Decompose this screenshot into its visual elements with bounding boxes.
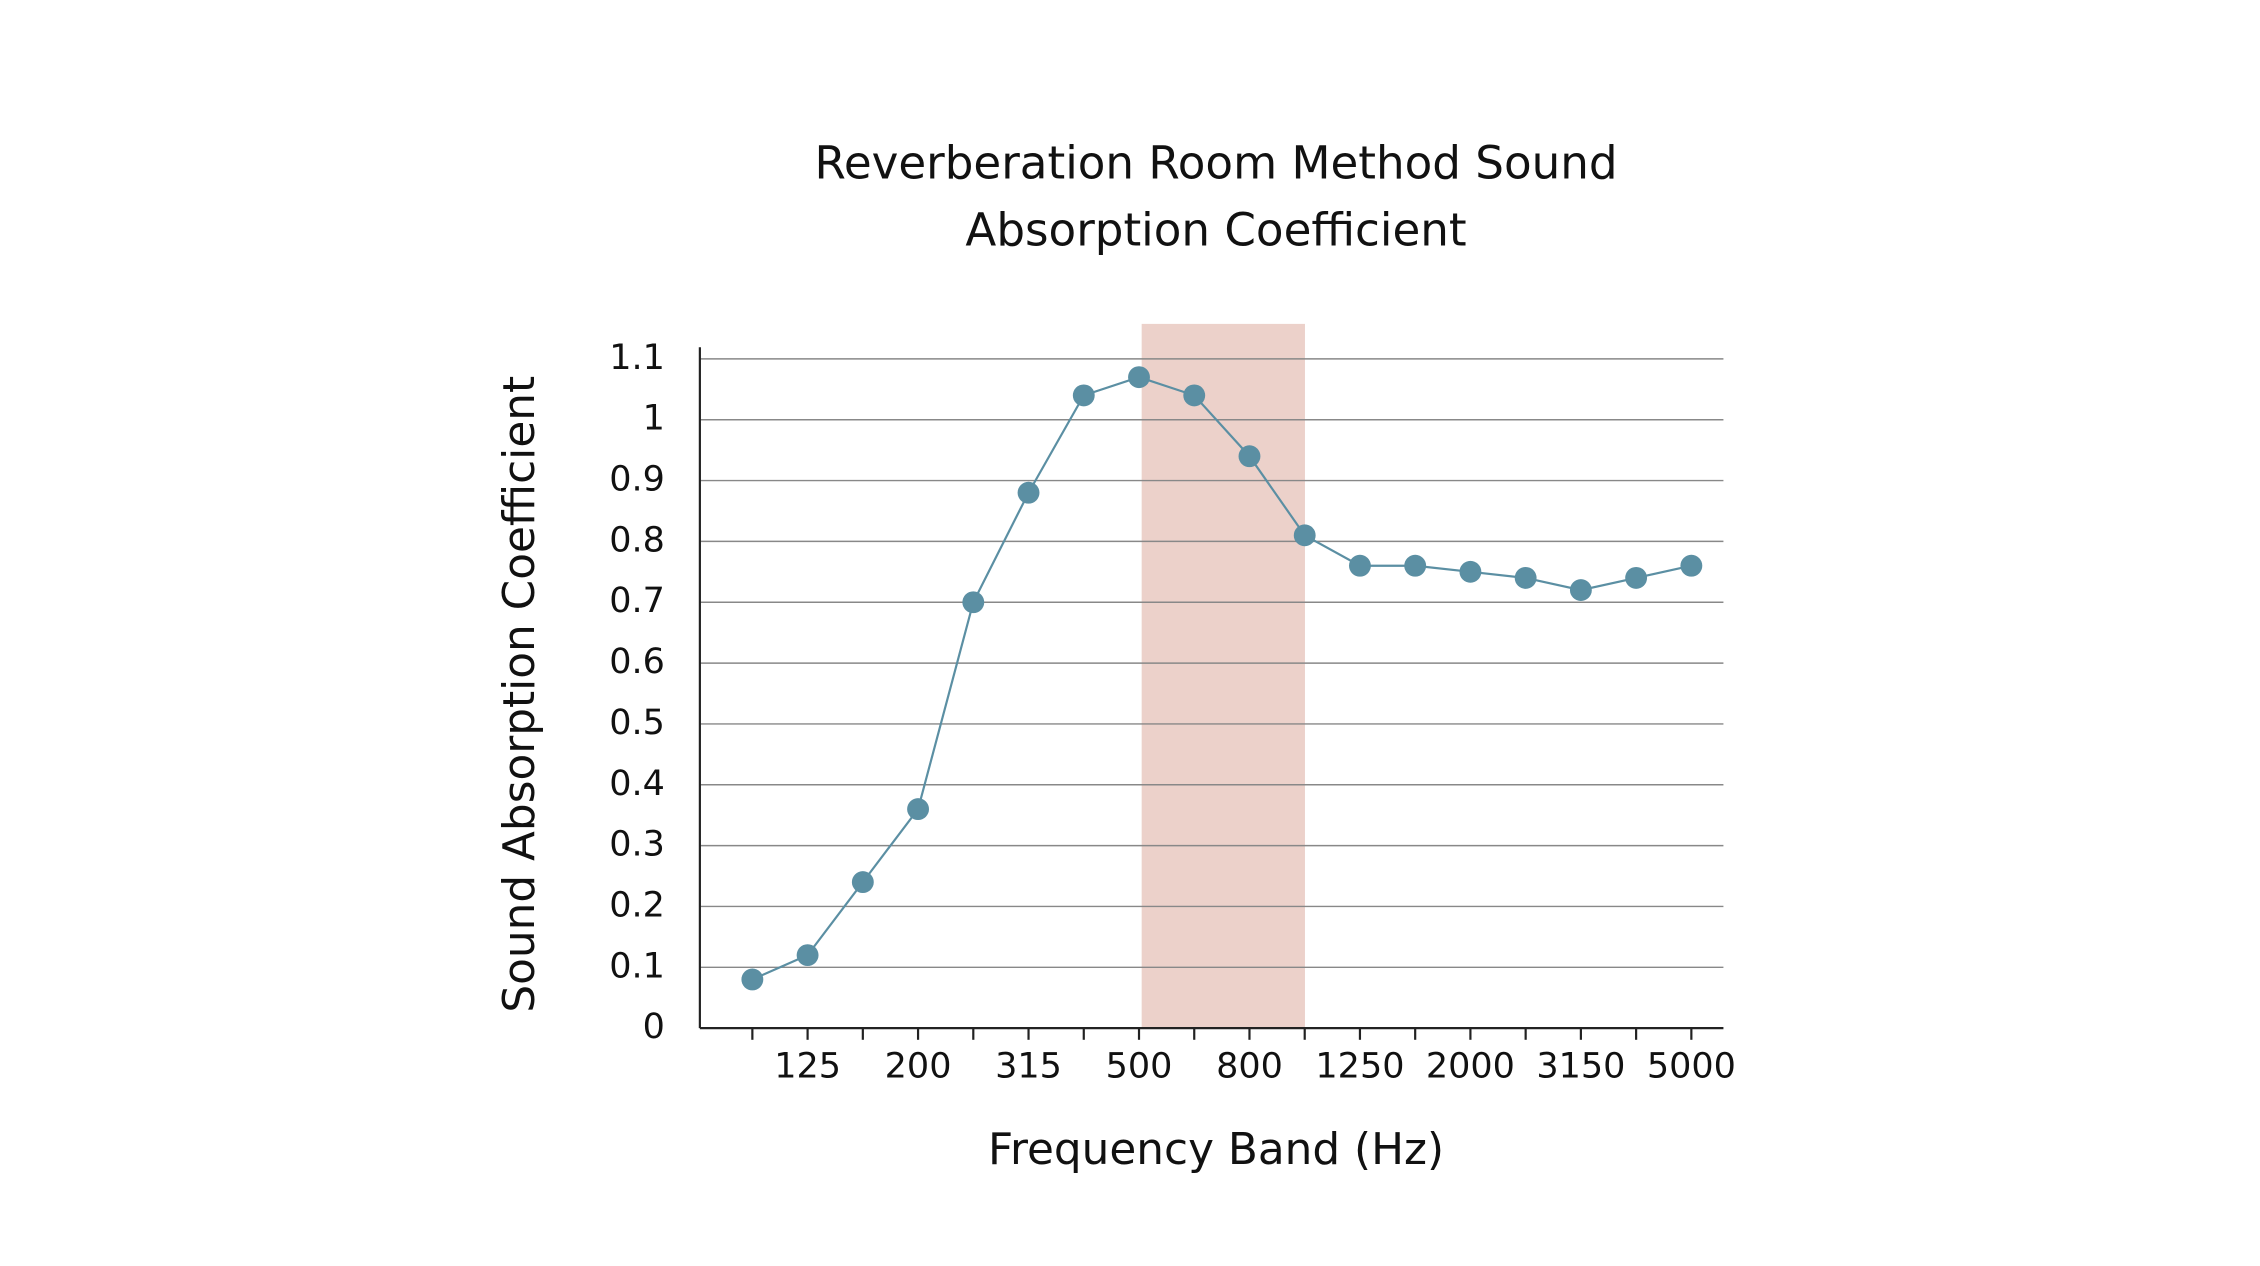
point [1569,579,1592,602]
y-tick-label: 0.2 [609,885,665,925]
point [1128,366,1150,389]
y-tick-label: 1 [643,399,665,439]
x-tick-label: 200 [885,1047,952,1087]
point [1404,554,1427,577]
x-tick-label: 800 [1216,1047,1283,1087]
x-tick-label: 315 [995,1047,1062,1087]
y-tick-label: 0.1 [609,946,665,986]
y-axis-label: Sound Absorption Coefficient [494,376,545,1013]
y-tick-label: 0 [643,1007,665,1047]
point [1680,554,1703,577]
highlight-band [1141,323,1305,1029]
x-tick-label: 125 [774,1047,841,1087]
x-tick-label: 2000 [1426,1047,1515,1087]
marks [741,366,1703,991]
y-tick-label: 0.7 [609,581,665,621]
y-tick-label: 0.9 [609,460,665,500]
point [1514,566,1537,589]
x-axis-label: Frequency Band (Hz) [988,1124,1444,1175]
y-tick-label: 0.8 [609,520,665,560]
point [1459,560,1482,583]
point [907,798,930,821]
point [1625,566,1648,589]
x-tick-label: 5000 [1647,1047,1736,1087]
point [1017,481,1040,504]
y-tick-label: 0.5 [609,703,665,743]
chart-title: Absorption Coefficient [965,203,1466,256]
point [1238,445,1261,468]
point [1183,384,1206,407]
point [962,591,985,614]
y-tick-label: 0.6 [609,642,665,682]
x-tick-label: 3150 [1536,1047,1625,1087]
point [1349,554,1371,577]
chart-title: Reverberation Room Method Sound [814,136,1617,189]
grid: 0 0.1 0.2 0.3 0.4 0.5 0.6 0.7 0.8 0.9 1 1.1 125 200 31… [609,338,1736,1087]
y-tick-label: 0.4 [609,764,665,804]
point [1293,524,1316,547]
y-tick-label: 1.1 [609,338,665,378]
point [741,968,764,991]
x-tick-label: 500 [1106,1047,1173,1087]
y-tick-label: 0.3 [609,825,665,865]
x-tick-label: 1250 [1315,1047,1404,1087]
point [851,871,874,894]
point [1072,384,1095,407]
point [796,944,819,967]
